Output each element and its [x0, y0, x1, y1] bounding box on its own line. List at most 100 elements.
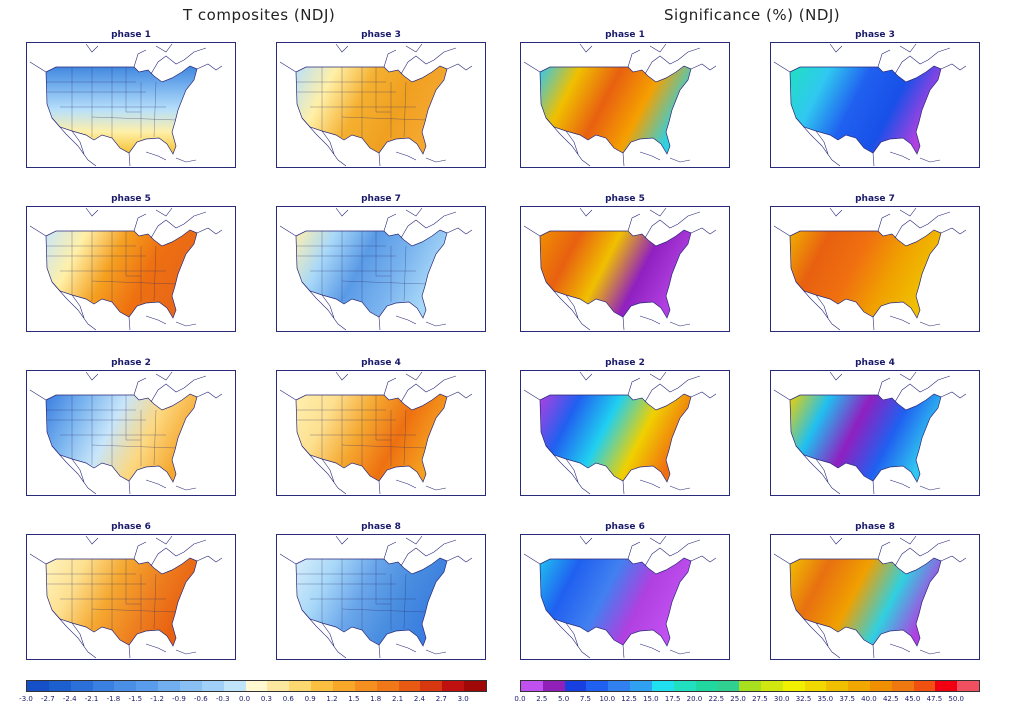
significance-colorbar-swatch: [630, 681, 652, 691]
temperature-colorbar-swatch: [398, 681, 421, 691]
significance-colorbar-tick-label: 27.5: [752, 695, 768, 703]
temperature-colorbar-tick-label: 0.9: [304, 695, 316, 703]
significance-colorbar-tick-label: 5.0: [558, 695, 570, 703]
significance-title: Significance (%) (NDJ): [664, 6, 841, 24]
us-field: [790, 66, 941, 154]
temperature-colorbar-swatch: [27, 681, 49, 691]
temperature-colorbar-tick-label: 2.7: [435, 695, 447, 703]
state-borders: [46, 395, 177, 466]
us-map: [26, 206, 236, 332]
us-map: [520, 42, 730, 168]
us-map: [520, 370, 730, 496]
temperature-colorbar-swatch: [136, 681, 159, 691]
temperature-colorbar-tick-label: -1.2: [150, 695, 164, 703]
significance-colorbar-tick-label: 22.5: [708, 695, 725, 703]
neighbor-coastlines: [279, 535, 473, 659]
temperature-colorbar-tick-label: -1.5: [128, 695, 143, 703]
coastline: [789, 229, 942, 319]
coastline: [45, 393, 198, 483]
temperature-map-panel: phase 8: [276, 522, 486, 672]
significance-colorbar-tick-label: 25.0: [730, 695, 746, 703]
significance-colorbar-tick-label: 7.5: [579, 695, 591, 703]
panel-title: phase 7: [361, 194, 401, 204]
significance-colorbar-swatch: [804, 681, 827, 691]
us-map: [26, 534, 236, 660]
temperature-map-panel: phase 1: [26, 30, 236, 180]
significance-colorbar-tick-label: 12.5: [621, 695, 637, 703]
significance-colorbar-swatch: [586, 681, 609, 691]
coastline: [789, 557, 942, 647]
significance-map-panel: phase 2: [520, 358, 730, 508]
us-field: [46, 230, 197, 318]
significance-map-panel: phase 8: [770, 522, 980, 672]
us-field: [46, 66, 197, 154]
neighbor-coastlines: [773, 207, 967, 331]
temperature-colorbar-swatch: [223, 681, 246, 691]
temperature-map-panel: phase 7: [276, 194, 486, 344]
significance-colorbar-swatch: [957, 681, 980, 691]
panel-title: phase 7: [855, 194, 895, 204]
temperature-map-panel: phase 3: [276, 30, 486, 180]
panel-title: phase 4: [855, 358, 895, 368]
us-field: [540, 394, 691, 482]
coastline: [295, 393, 448, 483]
temperature-map-panel: phase 2: [26, 358, 236, 508]
panel-title: phase 5: [111, 194, 151, 204]
significance-colorbar-tick-label: 37.5: [839, 695, 855, 703]
significance-colorbar-tick-label: 35.0: [817, 695, 834, 703]
temperature-colorbar-tick-label: 3.0: [457, 695, 469, 703]
coastline: [45, 229, 198, 319]
significance-colorbar-swatch: [935, 681, 958, 691]
significance-map-panel: phase 3: [770, 30, 980, 180]
significance-colorbar-tick-label: 10.0: [599, 695, 616, 703]
neighbor-coastlines: [29, 43, 223, 167]
significance-map-panel: phase 4: [770, 358, 980, 508]
coastline: [539, 229, 692, 319]
state-borders: [296, 559, 427, 630]
coastline: [789, 65, 942, 155]
significance-colorbar-tick-label: 15.0: [643, 695, 659, 703]
temperature-colorbar-tick-label: 2.4: [413, 695, 425, 703]
temperature-colorbar-swatch: [376, 681, 399, 691]
temperature-colorbar-swatch: [442, 681, 465, 691]
panel-title: phase 4: [361, 358, 401, 368]
significance-colorbar-swatch: [826, 681, 849, 691]
us-map: [26, 42, 236, 168]
neighbor-coastlines: [523, 43, 717, 167]
neighbor-coastlines: [523, 371, 717, 495]
temperature-colorbar-swatch: [114, 681, 137, 691]
significance-colorbar-swatch: [542, 681, 565, 691]
significance-colorbar-swatch: [848, 681, 870, 691]
significance-map-panel: phase 5: [520, 194, 730, 344]
us-map: [26, 370, 236, 496]
us-map: [520, 534, 730, 660]
panel-title: phase 8: [361, 522, 401, 532]
significance-colorbar-swatch: [651, 681, 674, 691]
significance-colorbar-tick-label: 32.5: [795, 695, 812, 703]
panel-title: phase 1: [111, 30, 151, 40]
temperature-colorbar-tick-label: -0.6: [194, 695, 208, 703]
coastline: [539, 65, 692, 155]
temperature-colorbar-tick-label: 1.5: [348, 695, 360, 703]
us-field: [296, 394, 447, 482]
coastline: [789, 393, 942, 483]
temperature-colorbar-swatch: [333, 681, 355, 691]
temperature-colorbar-tick-label: -0.9: [172, 695, 186, 703]
state-borders: [296, 395, 427, 466]
significance-colorbar-swatch: [891, 681, 914, 691]
temperature-colorbar-swatch: [48, 681, 71, 691]
significance-colorbar-tick-label: 0.0: [514, 695, 526, 703]
state-borders: [296, 67, 427, 138]
us-map: [770, 42, 980, 168]
neighbor-coastlines: [523, 535, 717, 659]
significance-colorbar-tick-label: 42.5: [882, 695, 899, 703]
temperature-colorbar-swatch: [464, 681, 487, 691]
temperature-colorbar-tick-label: 1.8: [370, 695, 382, 703]
neighbor-coastlines: [279, 207, 473, 331]
neighbor-coastlines: [279, 371, 473, 495]
temperature-map-panel: phase 4: [276, 358, 486, 508]
temperature-colorbar-tick-label: 2.1: [391, 695, 404, 703]
neighbor-coastlines: [773, 535, 967, 659]
panel-title: phase 2: [111, 358, 151, 368]
significance-colorbar-tick-label: 17.5: [664, 695, 681, 703]
